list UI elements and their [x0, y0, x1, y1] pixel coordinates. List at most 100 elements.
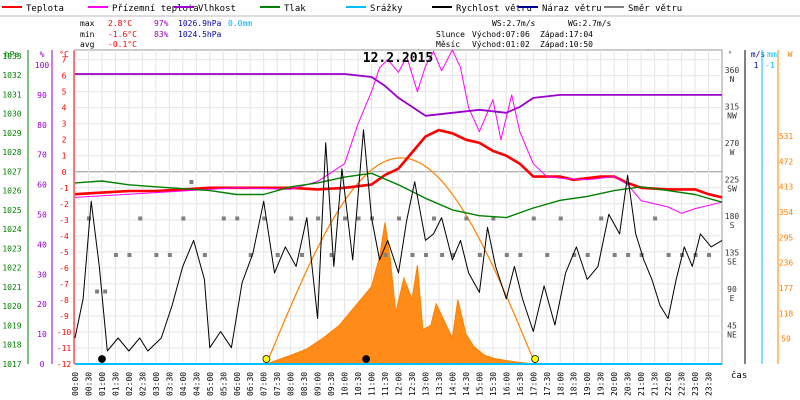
moon-label: Měsíc [436, 40, 460, 49]
w-axis-tick-label: 354 [779, 208, 794, 217]
temp-axis-tick-label: -7 [59, 280, 69, 289]
wind-speed-info: WS:2.7m/s [492, 19, 536, 28]
x-tick-label: 03:00 [152, 372, 161, 396]
dir-axis-tick-label: 135 [725, 249, 740, 258]
x-tick-label: 16:00 [502, 372, 511, 396]
wind-direction-mark [464, 216, 469, 221]
pct-axis-unit: % [40, 50, 45, 59]
temp-axis-tick-label: 5 [62, 88, 67, 97]
legend-label: Vlhkost [198, 4, 236, 14]
wind-direction-mark [235, 216, 240, 221]
hpa-axis-tick-label: 1023 [2, 244, 21, 253]
wind-direction-mark [477, 253, 482, 257]
hpa-axis-unit: hPa [5, 50, 20, 59]
stats-max-humidity: 97% [154, 19, 169, 28]
wind-direction-mark [275, 253, 280, 257]
wind-direction-mark [545, 253, 550, 257]
x-tick-label: 18:00 [556, 372, 565, 396]
solar-radiation-area [266, 222, 534, 365]
sun-rise: Východ:07:06 [472, 30, 530, 39]
wind-direction-mark [154, 253, 159, 257]
wind-direction-mark [262, 216, 267, 221]
wind-direction-mark [423, 253, 428, 257]
hpa-axis-tick-label: 1031 [2, 90, 21, 99]
wind-direction-mark [299, 253, 304, 257]
wind-direction-mark [329, 253, 334, 257]
dir-axis-tick-label: 90 [727, 285, 737, 294]
x-tick-label: 14:00 [448, 372, 457, 396]
wind-direction-mark [189, 180, 194, 184]
sunrise-marker [262, 355, 271, 363]
wind-direction-mark [585, 253, 590, 257]
pct-axis-tick-label: 70 [37, 151, 47, 160]
legend-label: Tlak [284, 4, 306, 14]
x-tick-label: 23:30 [705, 372, 714, 396]
wind-direction-mark [383, 253, 388, 257]
wind-direction-mark [221, 216, 226, 221]
hpa-axis-tick-label: 1021 [2, 283, 21, 292]
x-tick-label: 21:00 [637, 372, 646, 396]
temp-axis-tick-label: -6 [59, 264, 69, 273]
wind-direction-mark [450, 253, 455, 257]
wind-direction-mark [531, 216, 536, 221]
dir-axis-tick-label: 315 [725, 103, 740, 112]
wind-direction-mark [639, 253, 644, 257]
wind-direction-mark [343, 216, 348, 221]
legend-label: Rychlost větru [456, 4, 532, 14]
temp-axis-tick-label: 7 [62, 56, 67, 65]
w-axis-tick-label: 59 [781, 335, 791, 344]
x-tick-label: 13:30 [435, 372, 444, 396]
temp-axis-tick-label: -4 [59, 232, 69, 241]
temp-axis-tick-label: -1 [59, 184, 69, 193]
legend-label: Přízemní teplota [112, 4, 199, 14]
wind-direction-mark [491, 216, 496, 221]
series-line-ms [74, 129, 723, 352]
wind-direction-mark [289, 216, 294, 221]
chart-title: 12.2.2015 [363, 51, 433, 66]
wind-direction-mark [167, 253, 172, 257]
stats-avg-temp: -0.1°C [108, 40, 137, 49]
temp-axis-tick-label: 3 [62, 120, 67, 129]
x-tick-label: 11:00 [368, 372, 377, 396]
mm-axis-unit: mm [767, 50, 777, 59]
x-tick-label: 01:00 [98, 372, 107, 396]
dir-axis-tick-label: 225 [725, 176, 740, 185]
x-tick-label: 02:30 [138, 372, 147, 396]
temp-axis-tick-label: -3 [59, 216, 69, 225]
pct-axis-tick-label: 100 [35, 61, 50, 70]
series-group [74, 49, 723, 365]
wind-gust-info: WG:2.7m/s [568, 19, 612, 28]
wind-direction-mark [248, 253, 253, 257]
wind-direction-mark [356, 216, 361, 221]
stats-max-temp: 2.8°C [108, 19, 132, 28]
x-tick-label: 09:30 [327, 372, 336, 396]
x-tick-label: 19:00 [583, 372, 592, 396]
moonset-marker [362, 355, 371, 363]
x-tick-label: 06:00 [233, 372, 242, 396]
sun-label: Slunce [436, 30, 465, 39]
dir-axis-unit: ° [728, 50, 733, 59]
stats-avg-label: avg [80, 40, 95, 49]
wind-direction-mark [95, 289, 100, 294]
wind-direction-mark [504, 253, 509, 257]
pct-axis-tick-label: 90 [37, 91, 47, 100]
dir-axis-name-label: NW [727, 112, 737, 121]
x-tick-label: 08:00 [287, 372, 296, 396]
x-tick-label: 08:30 [300, 372, 309, 396]
stats-max-pressure: 1026.9hPa [178, 19, 222, 28]
x-tick-label: 09:00 [314, 372, 323, 396]
x-tick-label: 00:00 [71, 372, 80, 396]
wind-direction-mark [138, 216, 143, 221]
hpa-axis-tick-label: 1025 [2, 206, 21, 215]
dir-axis-tick-label: 180 [725, 212, 740, 221]
hpa-axis-tick-label: 1028 [2, 148, 21, 157]
pct-axis-tick-label: 60 [37, 181, 47, 190]
temp-axis-tick-label: -11 [57, 344, 72, 353]
pct-axis-tick-label: 30 [37, 270, 47, 279]
stats-min-pressure: 1024.5hPa [178, 30, 222, 39]
w-axis-tick-label: 177 [779, 284, 794, 293]
x-tick-label: 04:00 [179, 372, 188, 396]
x-tick-label: 15:00 [475, 372, 484, 396]
x-tick-label: 23:00 [691, 372, 700, 396]
w-axis-tick-label: 531 [779, 132, 794, 141]
